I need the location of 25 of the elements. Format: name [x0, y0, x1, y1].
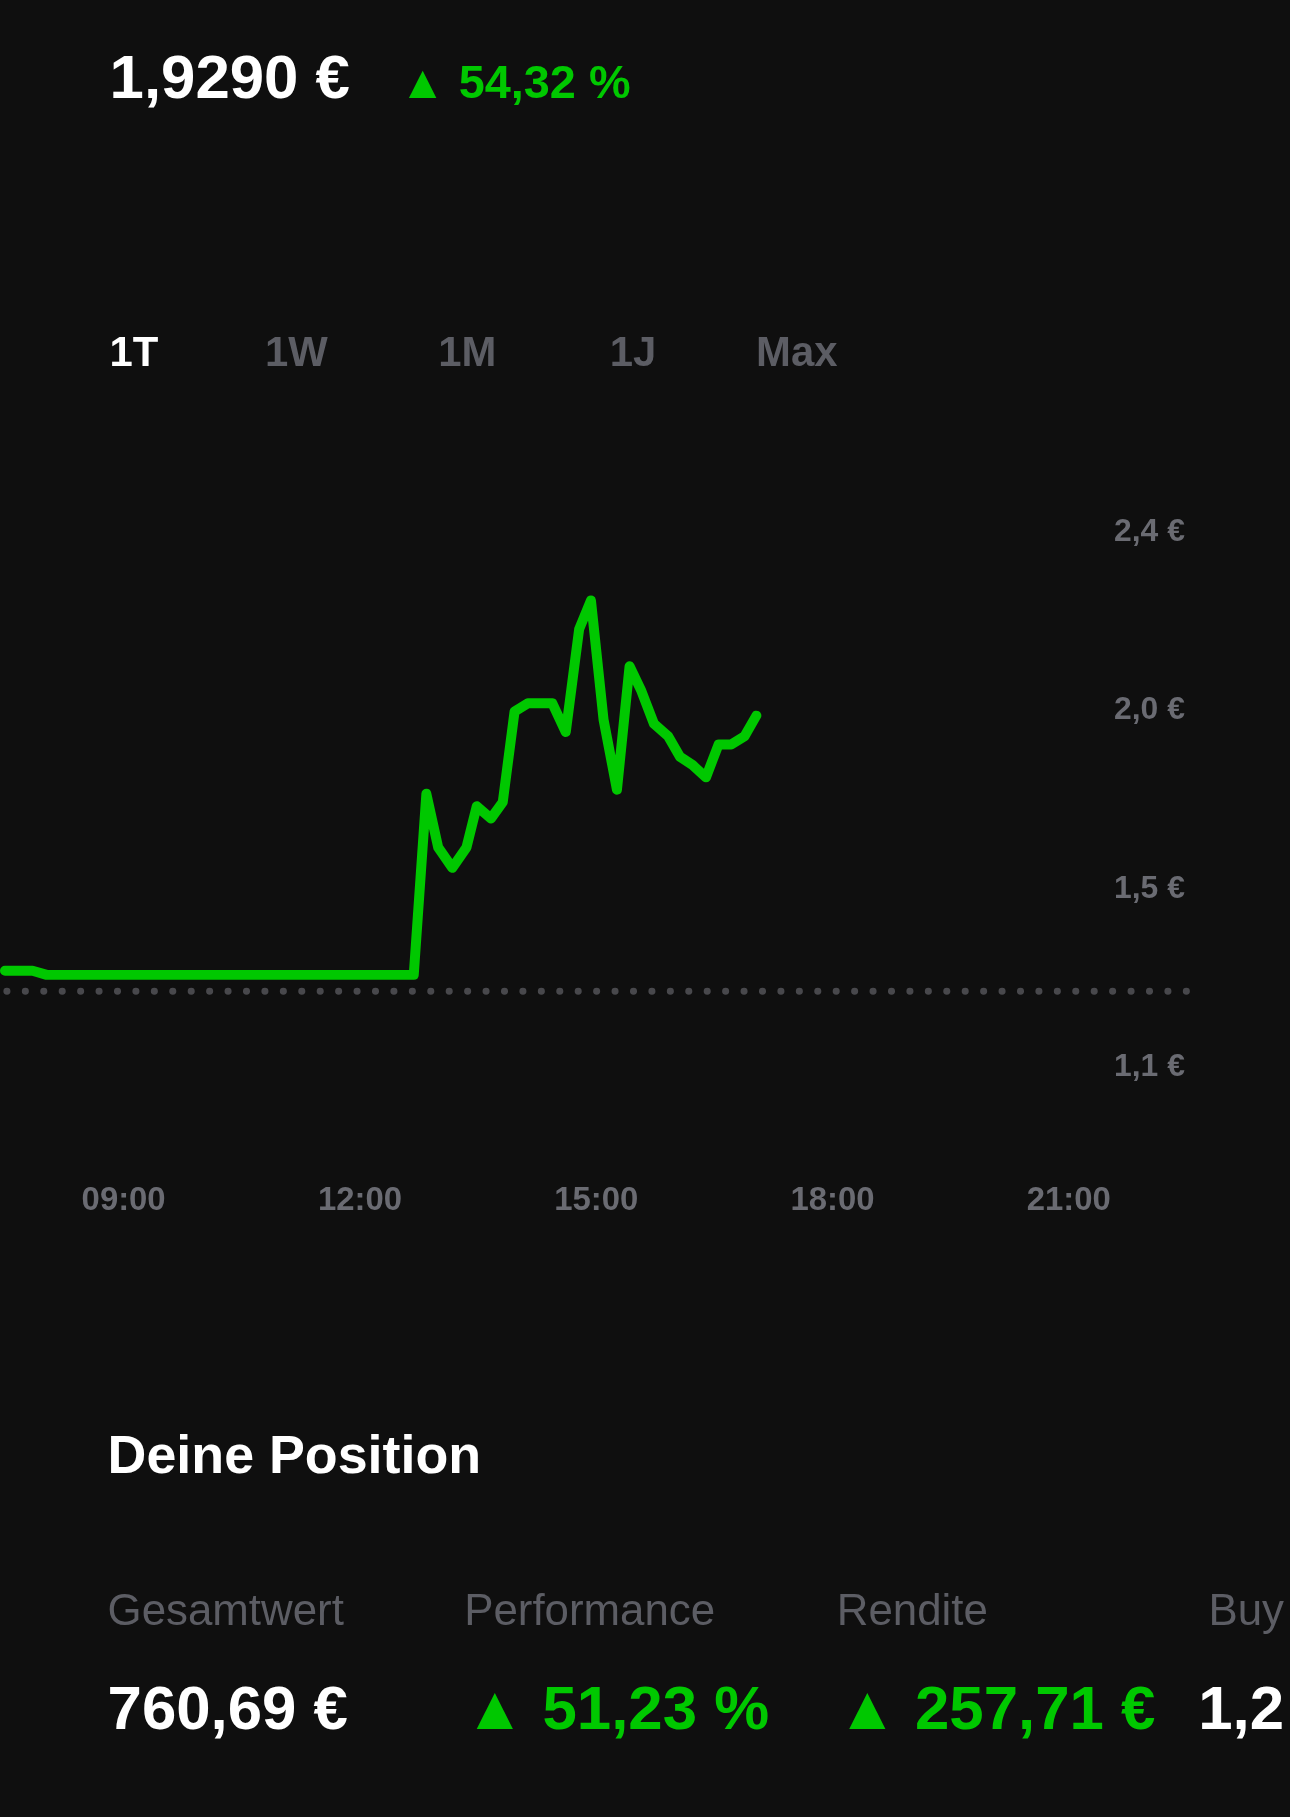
- y-tick-label: 1,5 €: [1114, 868, 1186, 905]
- text: 1,2: [1198, 1672, 1285, 1742]
- text: 1W: [264, 328, 329, 376]
- text: Rendite: [836, 1585, 988, 1635]
- chart-title: 1,9290 €: [109, 42, 350, 112]
- text: 1J: [609, 328, 657, 376]
- text: Buy: [1208, 1585, 1285, 1635]
- y-tick-label: 2,0 €: [1114, 690, 1186, 727]
- y-tick-label: 1,1 €: [1114, 1046, 1186, 1083]
- text: ▲ 54,32 %: [399, 56, 631, 109]
- x-tick-label: 21:00: [1026, 1180, 1111, 1218]
- y-tick-label: 2,4 €: [1114, 511, 1186, 548]
- x-tick-label: 12:00: [317, 1180, 402, 1218]
- text: Max: [756, 328, 838, 376]
- x-tick-label: 15:00: [554, 1180, 639, 1218]
- text: Deine Position: [107, 1423, 482, 1484]
- text: ▲ 257,71 €: [836, 1672, 1156, 1742]
- x-tick-label: 18:00: [790, 1180, 875, 1218]
- text: Performance: [464, 1585, 716, 1635]
- text: 1M: [438, 328, 497, 376]
- text: 1T: [109, 328, 159, 376]
- x-tick-label: 09:00: [81, 1180, 166, 1218]
- text: Gesamtwert: [107, 1585, 344, 1635]
- text: ▲ 51,23 %: [464, 1672, 770, 1742]
- text: 760,69 €: [107, 1672, 348, 1742]
